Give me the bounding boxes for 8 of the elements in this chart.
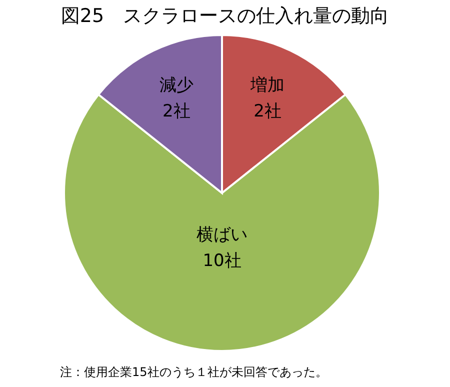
data-label: 2社 [162,101,190,122]
data-label: 10社 [202,251,242,271]
slice-label: 減少 [159,75,194,96]
slice-label: 横ばい [196,225,248,245]
slice-label: 増加 [250,75,285,96]
data-label: 2社 [254,101,282,122]
chart-title: 図25 スクラロースの仕入れ量の動向 [60,5,390,27]
text: 注：使用企業15社のうち１社が未回答であった。 [60,365,328,379]
